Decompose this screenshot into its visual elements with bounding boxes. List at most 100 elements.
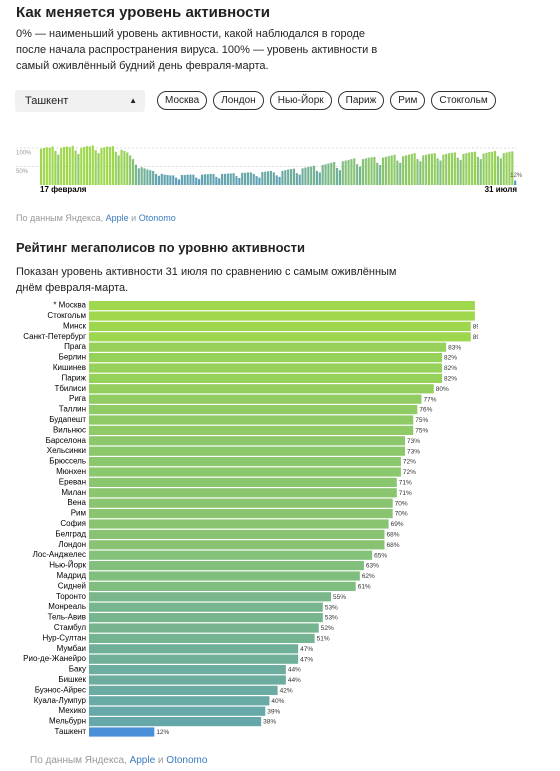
bar: [180, 175, 183, 185]
bar: [244, 172, 247, 185]
category-label: Тбилиси: [54, 384, 86, 393]
category-label: Ереван: [59, 477, 86, 486]
bar: [89, 550, 373, 560]
bar: [212, 173, 215, 185]
value-label: 52%: [321, 625, 334, 632]
bar: [89, 727, 155, 737]
bar: [471, 152, 474, 185]
bar: [89, 373, 443, 383]
value-label: 69%: [391, 521, 404, 528]
value-label: 72%: [403, 469, 416, 476]
bar: [321, 165, 324, 185]
bar: [114, 151, 117, 185]
category-label: Вена: [67, 498, 86, 507]
category-label: Брюссель: [49, 457, 86, 466]
bar: [131, 159, 135, 185]
value-label: 55%: [333, 594, 346, 601]
bar: [298, 174, 301, 185]
bar: [89, 498, 393, 508]
city-select[interactable]: Ташкент ▲: [15, 90, 145, 112]
bar: [169, 175, 172, 185]
city-button[interactable]: Лондон: [213, 91, 264, 110]
value-label: 83%: [448, 344, 461, 351]
bar: [89, 384, 434, 394]
bar: [301, 168, 304, 185]
bar: [258, 177, 261, 185]
value-label: 70%: [395, 500, 408, 507]
bar: [89, 561, 364, 571]
bar: [404, 155, 408, 185]
value-label: 42%: [280, 688, 293, 695]
city-button[interactable]: Москва: [157, 91, 208, 110]
bar: [249, 172, 252, 185]
bar: [108, 146, 112, 185]
category-label: Прага: [64, 342, 86, 351]
bar: [462, 153, 465, 185]
title: Как меняется уровень активности: [16, 4, 271, 21]
bar: [324, 164, 327, 185]
bar: [356, 164, 359, 185]
bar: [123, 150, 126, 185]
category-label: Стокгольм: [47, 311, 86, 320]
bar: [393, 154, 396, 185]
bar: [89, 571, 360, 581]
ranking-bars: 89% 89% 83% 82% 82% 82% 80%77% 76% 75% 75% 73% 73% 7…: [89, 301, 478, 737]
bar: [221, 173, 224, 185]
value-label: 39%: [267, 708, 280, 715]
bar: [106, 146, 109, 185]
bar: [183, 175, 186, 185]
category-label: Куала-Лумпур: [34, 696, 87, 705]
value-label: 73%: [407, 438, 420, 445]
bar: [89, 467, 401, 477]
category-label: Лондон: [58, 540, 86, 549]
bar: [364, 158, 367, 185]
bar: [450, 152, 454, 185]
bar: [284, 170, 287, 185]
bar: [195, 177, 198, 185]
bar: [384, 156, 387, 185]
bar: [163, 174, 166, 185]
bar: [333, 162, 336, 185]
source-link[interactable]: Otonomo: [138, 213, 176, 223]
bar: [91, 145, 94, 185]
bar: [89, 592, 332, 602]
category-label: Белград: [55, 529, 86, 538]
bar: [146, 169, 149, 185]
bar: [117, 155, 120, 185]
bar: [218, 178, 221, 185]
bar: [252, 173, 255, 185]
bar: [226, 173, 229, 185]
source-link[interactable]: Apple: [129, 755, 156, 766]
bar: [287, 169, 290, 185]
bar: [338, 170, 341, 185]
bar: [89, 706, 266, 716]
select-arrow: ▲: [129, 96, 137, 105]
value-label: 62%: [362, 573, 375, 580]
value-label: 12%: [156, 729, 169, 736]
bar: [505, 152, 508, 185]
bar: [166, 175, 169, 185]
city-button[interactable]: Нью-Йорк: [269, 91, 332, 110]
value-label: 70%: [395, 511, 408, 518]
bar: [436, 158, 439, 185]
bar: [175, 177, 178, 185]
source-link[interactable]: Apple: [105, 213, 129, 223]
bar: [485, 152, 488, 185]
value-label: 65%: [374, 552, 387, 559]
source-text: и: [131, 213, 137, 223]
bar: [379, 165, 382, 185]
source-link[interactable]: Otonomo: [166, 755, 208, 766]
city-button[interactable]: Стокгольм: [431, 91, 496, 110]
bar: [367, 157, 370, 185]
bar: [111, 146, 114, 185]
city-button[interactable]: Париж: [337, 91, 385, 110]
bar: [89, 415, 414, 425]
bar: [89, 581, 356, 591]
bar: [149, 170, 152, 185]
bar: [229, 173, 232, 185]
city-button[interactable]: Рим: [390, 91, 426, 110]
bar: [488, 152, 491, 185]
bar: [198, 179, 201, 185]
bar: [476, 156, 479, 185]
value-label: 71%: [399, 480, 412, 487]
